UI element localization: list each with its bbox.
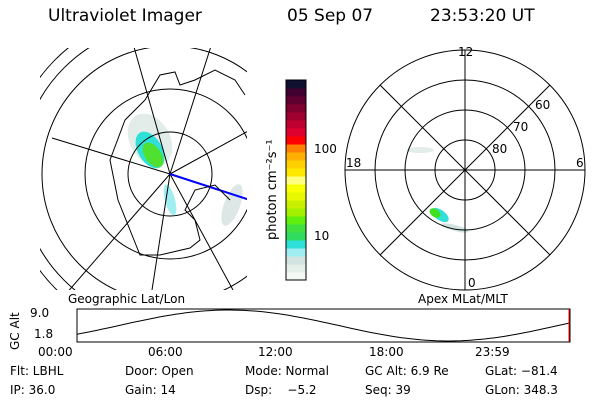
- lat-label-70: 70: [513, 120, 529, 134]
- colorbar-segment: [286, 168, 306, 177]
- mlt-label-0: 0: [468, 276, 476, 290]
- mlt-label-12: 12: [458, 45, 474, 59]
- glat: GLat: −81.4: [485, 364, 558, 378]
- mlt-label-18: 18: [346, 156, 362, 170]
- ytick: 9.0: [30, 306, 50, 320]
- xtick: 23:59: [475, 345, 510, 359]
- xtick: 00:00: [38, 345, 73, 359]
- right-map-label: Apex MLat/MLT: [418, 292, 508, 306]
- colorbar-segment: [286, 264, 306, 273]
- timeline-plot: [76, 308, 571, 343]
- colorbar-segment: [286, 216, 306, 225]
- colorbar-segment: [286, 88, 306, 97]
- colorbar-segment: [286, 136, 306, 145]
- colorbar-tick: 100: [314, 142, 337, 156]
- magnetic-map: [344, 49, 586, 291]
- date: 05 Sep 07: [287, 6, 374, 26]
- gain: Gain: 14: [125, 383, 176, 397]
- colorbar-segment: [286, 104, 306, 113]
- aurora-green: [142, 142, 164, 168]
- colorbar-segment: [286, 144, 306, 153]
- coastline: [109, 99, 231, 256]
- colorbar-segment: [286, 208, 306, 217]
- colorbar-segment: [286, 232, 306, 241]
- ytick: 1.8: [34, 327, 54, 341]
- door: Door: Open: [125, 364, 194, 378]
- colorbar-segment: [286, 184, 306, 193]
- coastline: [144, 69, 246, 101]
- time: 23:53:20 UT: [430, 6, 535, 26]
- colorbar-segment: [286, 200, 306, 209]
- colorbar: [285, 79, 307, 281]
- lat-label-60: 60: [535, 98, 551, 112]
- glon: GLon: 348.3: [485, 383, 558, 397]
- colorbar-frame: [285, 79, 307, 281]
- colorbar-segment: [286, 176, 306, 185]
- gc-alt: GC Alt: 6.9 Re: [365, 364, 449, 378]
- ip: IP: 36.0: [10, 383, 56, 397]
- colorbar-tick: 10: [314, 229, 330, 243]
- left-map-label: Geographic Lat/Lon: [68, 292, 186, 306]
- colorbar-segment: [286, 224, 306, 233]
- colorbar-segment: [286, 256, 306, 265]
- colorbar-segment: [286, 160, 306, 169]
- timeline-ylabel: GC Alt: [8, 312, 22, 350]
- colorbar-segment: [286, 240, 306, 249]
- colorbar-segment: [286, 128, 306, 137]
- colorbar-segment: [286, 248, 306, 257]
- xtick: 06:00: [148, 345, 183, 359]
- xtick: 12:00: [258, 345, 293, 359]
- colorbar-segment: [286, 192, 306, 201]
- mlt-label-6: 6: [576, 156, 584, 170]
- colorbar-segment: [286, 96, 306, 105]
- lat-label-80: 80: [492, 142, 508, 156]
- colorbar-segment: [286, 120, 306, 129]
- colorbar-label: photon cm⁻²s⁻¹: [265, 139, 280, 240]
- colorbar-segment: [286, 80, 306, 89]
- dsp: Dsp: −5.2: [245, 383, 317, 397]
- mode: Mode: Normal: [245, 364, 329, 378]
- filter: Flt: LBHL: [10, 364, 64, 378]
- xtick: 18:00: [369, 345, 404, 359]
- colorbar-segment: [286, 272, 306, 281]
- geographic-map: [40, 48, 247, 290]
- colorbar-segment: [286, 152, 306, 161]
- seq: Seq: 39: [365, 383, 411, 397]
- colorbar-segment: [286, 112, 306, 121]
- instrument-title: Ultraviolet Imager: [48, 6, 202, 26]
